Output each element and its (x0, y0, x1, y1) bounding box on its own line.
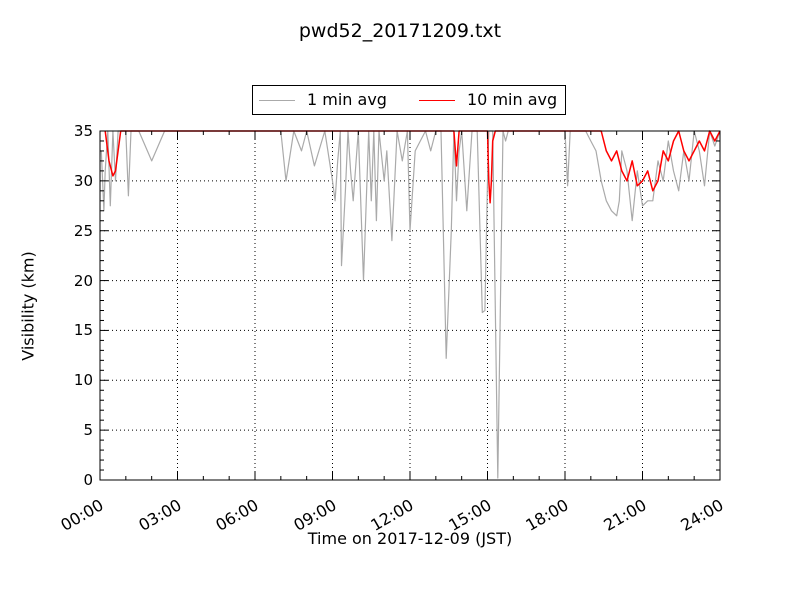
legend-swatch-10min (419, 100, 455, 101)
series-1min-group (100, 130, 721, 479)
legend: 1 min avg 10 min avg (252, 85, 566, 115)
chart-title: pwd52_20171209.txt (298, 20, 502, 42)
y-tick-label: 20 (73, 271, 93, 290)
series-1min-line (100, 130, 721, 479)
legend-label-1min: 1 min avg (307, 90, 387, 109)
tick-marks (99, 130, 721, 481)
y-tick-label: 5 (83, 421, 93, 440)
y-tick-label: 30 (73, 171, 93, 190)
y-tick-label: 35 (73, 122, 93, 140)
legend-label-10min: 10 min avg (467, 90, 558, 109)
y-axis-label: Visibility (km) (18, 251, 38, 361)
y-tick-label: 25 (73, 221, 93, 240)
legend-swatch-1min (259, 100, 295, 101)
y-tick-label: 10 (73, 371, 93, 390)
y-tick-label: 15 (73, 321, 93, 340)
x-axis-label: Time on 2017-12-09 (JST) (307, 529, 513, 548)
y-tick-label: 0 (83, 471, 93, 489)
grid-lines (100, 131, 720, 480)
